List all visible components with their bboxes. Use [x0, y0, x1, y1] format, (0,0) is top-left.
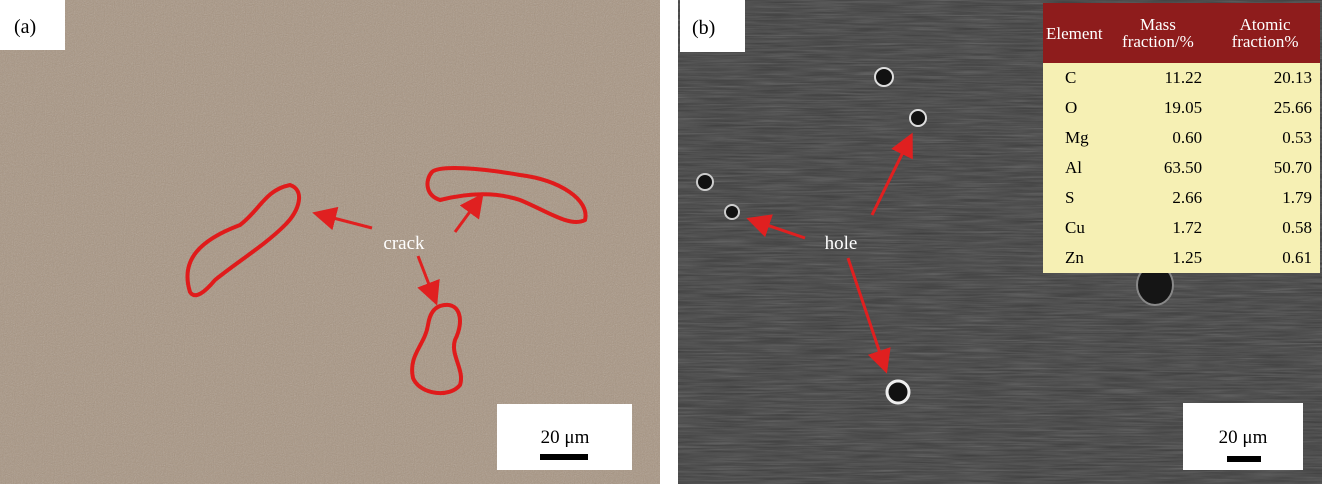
table-cell: 50.70 [1210, 153, 1320, 183]
panel-label: (b) [692, 17, 715, 39]
column-header: Atomic fraction% [1210, 3, 1320, 63]
table-cell: 25.66 [1210, 93, 1320, 123]
column-header: Element [1043, 3, 1106, 63]
panel-a: crack (a) 20 μm [0, 0, 660, 484]
table-cell: 0.58 [1210, 213, 1320, 243]
annotation: crack [383, 233, 425, 254]
table-cell: Zn [1043, 243, 1106, 273]
page: {"panels": [ {"label": "(a)", "annotatio… [0, 0, 1322, 484]
column-header: Mass fraction/% [1106, 3, 1211, 63]
table-cell: S [1043, 183, 1106, 213]
table-cell: Al [1043, 153, 1106, 183]
panel-label: (a) [14, 16, 36, 38]
scale-bar [1227, 456, 1261, 462]
table-cell: 0.61 [1210, 243, 1320, 273]
table-cell: 19.05 [1106, 93, 1211, 123]
hole-feature [725, 205, 739, 219]
table-cell: 1.25 [1106, 243, 1211, 273]
scale-bar [540, 454, 588, 460]
hole-feature [875, 68, 893, 86]
table-cell: 0.53 [1210, 123, 1320, 153]
scale-label: 20 μm [1219, 427, 1268, 448]
table-cell: C [1043, 63, 1106, 93]
table-cell: O [1043, 93, 1106, 123]
table-cell: 20.13 [1210, 63, 1320, 93]
annotation: hole [825, 233, 858, 254]
table-cell: Mg [1043, 123, 1106, 153]
table-cell: 2.66 [1106, 183, 1211, 213]
hole-feature [887, 381, 909, 403]
table-cell: 1.79 [1210, 183, 1320, 213]
table-cell: 11.22 [1106, 63, 1211, 93]
hole-feature [910, 110, 926, 126]
table-cell: 63.50 [1106, 153, 1211, 183]
scale-label: 20 μm [541, 427, 590, 448]
table-cell: 1.72 [1106, 213, 1211, 243]
table-cell: Cu [1043, 213, 1106, 243]
table-cell: 0.60 [1106, 123, 1211, 153]
hole-feature [697, 174, 713, 190]
